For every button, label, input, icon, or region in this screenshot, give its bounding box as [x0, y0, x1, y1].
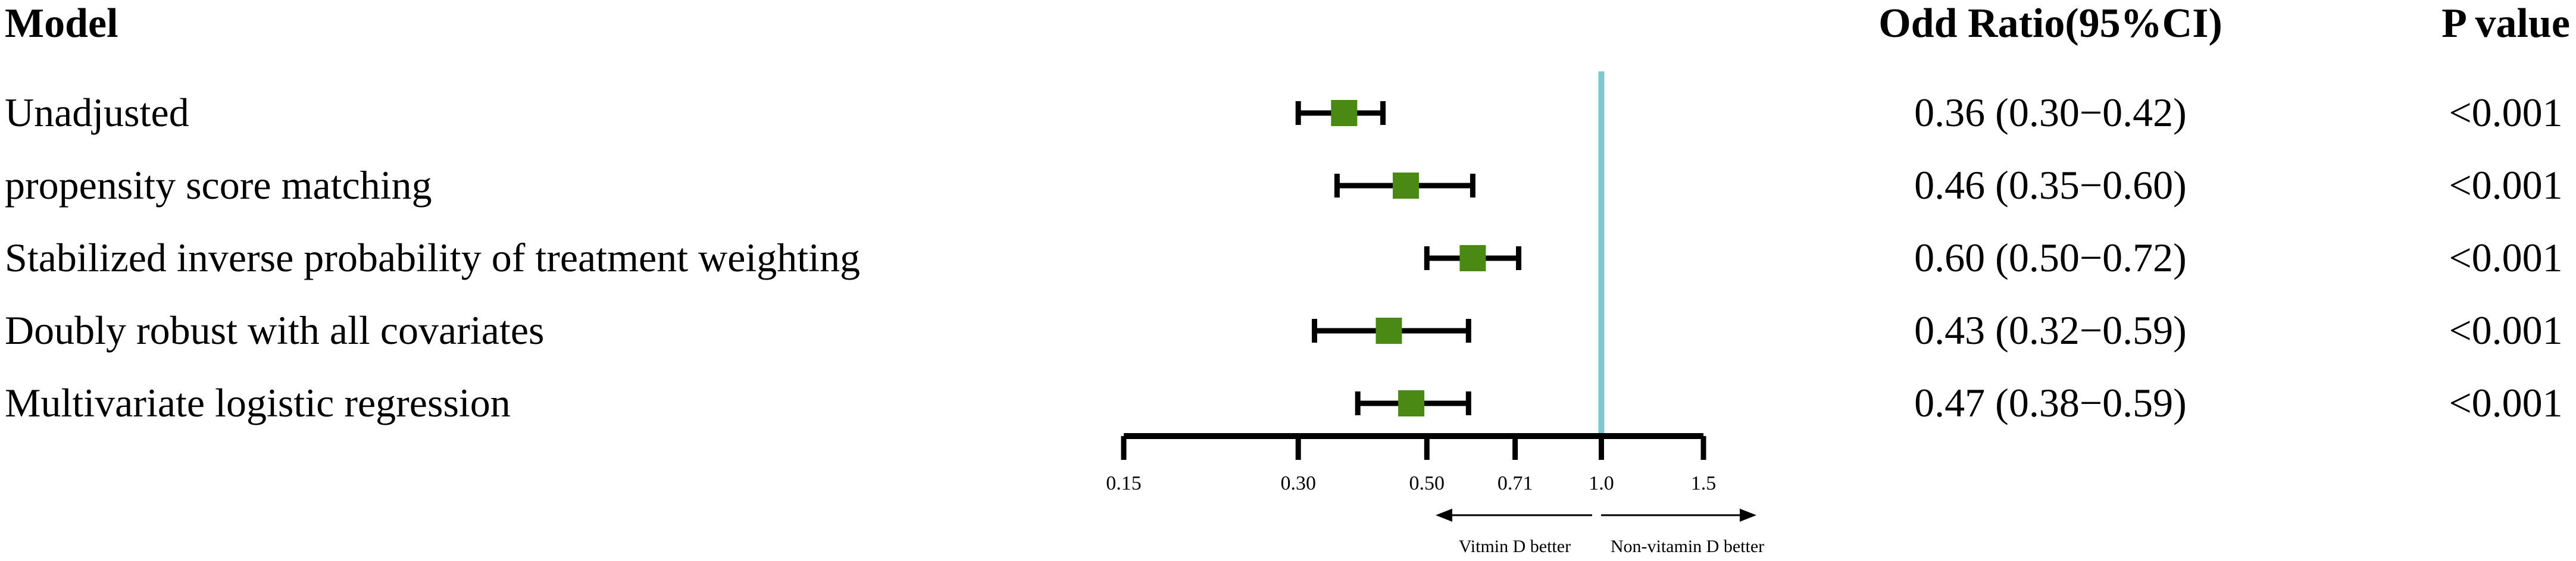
- axis-tick-label: 1.5: [1691, 472, 1717, 494]
- row-odds-ratio-text: 0.43 (0.32−0.59): [1914, 308, 2187, 353]
- left-direction-label: Vitmin D better: [1459, 537, 1571, 556]
- row-p-value-text: <0.001: [2449, 162, 2562, 208]
- right-direction-label: Non-vitamin D better: [1611, 537, 1764, 556]
- point-estimate-marker: [1375, 318, 1402, 344]
- row-odds-ratio-text: 0.60 (0.50−0.72): [1914, 235, 2187, 280]
- point-estimate-marker: [1459, 245, 1486, 271]
- forest-row: Multivariate logistic regression 0.47 (0.…: [5, 380, 2563, 425]
- point-estimate-marker: [1393, 173, 1420, 199]
- row-odds-ratio-text: 0.36 (0.30−0.42): [1914, 90, 2187, 135]
- header-odds-ratio: Odd Ratio(95%CI): [1878, 1, 2222, 46]
- row-model-label: Doubly robust with all covariates: [5, 308, 544, 353]
- x-axis: 0.15 0.30 0.50 0.71 1.0 1.5: [1106, 433, 1717, 494]
- left-arrow-head: [1436, 509, 1452, 522]
- point-estimate-marker: [1331, 100, 1358, 126]
- right-arrow-head: [1740, 509, 1756, 522]
- direction-annotation: Vitmin D better Non-vitamin D better: [1436, 509, 1764, 556]
- forest-row: Stabilized inverse probability of treatm…: [5, 235, 2563, 280]
- axis-tick-label: 0.15: [1106, 472, 1142, 494]
- point-estimate-marker: [1398, 390, 1425, 416]
- row-model-label: Unadjusted: [5, 90, 189, 135]
- header-p-value: P value: [2441, 1, 2570, 46]
- row-odds-ratio-text: 0.47 (0.38−0.59): [1914, 380, 2187, 425]
- forest-row: propensity score matching 0.46 (0.35−0.60…: [5, 162, 2563, 208]
- row-model-label: Stabilized inverse probability of treatm…: [5, 235, 860, 280]
- header-model: Model: [5, 1, 118, 46]
- axis-tick-label: 1.0: [1589, 472, 1614, 494]
- row-p-value-text: <0.001: [2449, 308, 2562, 353]
- forest-row: Doubly robust with all covariates 0.43 (0…: [5, 308, 2563, 353]
- row-p-value-text: <0.001: [2449, 380, 2562, 425]
- row-p-value-text: <0.001: [2449, 90, 2562, 135]
- axis-tick-label: 0.50: [1409, 472, 1445, 494]
- row-p-value-text: <0.001: [2449, 235, 2562, 280]
- row-model-label: Multivariate logistic regression: [5, 380, 511, 425]
- rows-group: Unadjusted 0.36 (0.30−0.42) <0.001propensi…: [5, 90, 2563, 425]
- row-odds-ratio-text: 0.46 (0.35−0.60): [1914, 162, 2187, 208]
- axis-tick-label: 0.71: [1498, 472, 1533, 494]
- forest-row: Unadjusted 0.36 (0.30−0.42) <0.001: [5, 90, 2563, 135]
- axis-tick-label: 0.30: [1280, 472, 1316, 494]
- row-model-label: propensity score matching: [5, 162, 432, 208]
